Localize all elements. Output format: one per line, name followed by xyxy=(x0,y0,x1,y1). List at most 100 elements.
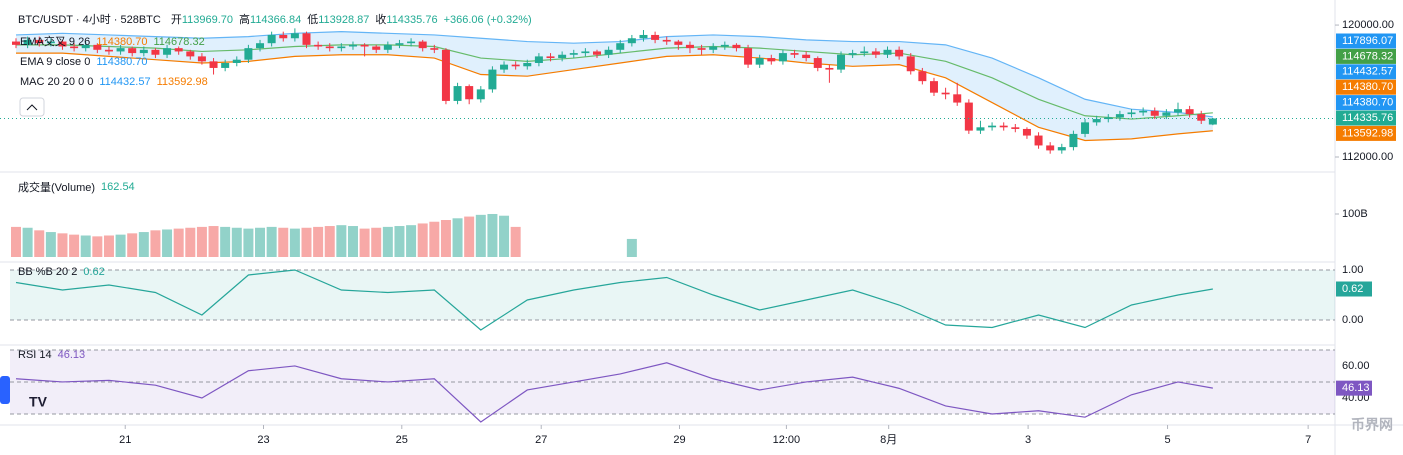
price-badge xyxy=(1336,64,1396,80)
price-change: +366.06 (+0.32%) xyxy=(444,14,532,26)
time-tick-label: 23 xyxy=(257,434,269,446)
ohlc-value: 114366.84 xyxy=(250,14,301,26)
candle-body xyxy=(1139,110,1148,113)
candle-body xyxy=(221,62,230,68)
oscillator-line xyxy=(15,269,1213,331)
price-badge-label: 117896.07 xyxy=(1342,35,1393,47)
volume-bar xyxy=(208,226,219,257)
candle-body xyxy=(988,125,997,128)
osc-tick-label: 1.00 xyxy=(1342,264,1363,276)
candle-body xyxy=(104,49,113,52)
candle-body xyxy=(81,44,90,49)
chart-title: BTC/USDT · 4小时 · 528BTC xyxy=(18,13,161,26)
candle-body xyxy=(651,34,660,40)
candle-body xyxy=(685,44,694,49)
indicator-value: 114380.70 xyxy=(96,56,147,68)
candle-body xyxy=(674,41,683,45)
time-tick-label: 3 xyxy=(1025,434,1031,446)
volume-bar xyxy=(173,228,184,257)
candle-body xyxy=(197,56,206,62)
candle-body xyxy=(581,51,590,54)
overlay-line xyxy=(16,44,1213,120)
candle-body xyxy=(883,49,892,55)
candle-body xyxy=(244,48,253,60)
volume-bar xyxy=(464,216,475,257)
candle-body xyxy=(279,34,288,39)
time-tick-label: 7 xyxy=(1305,434,1311,446)
volume-bar xyxy=(22,227,33,257)
volume-bar xyxy=(313,226,324,257)
candle-body xyxy=(337,46,346,49)
time-tick-label: 21 xyxy=(119,434,131,446)
candle-body xyxy=(1197,114,1206,121)
candle-body xyxy=(23,39,32,45)
candle-body xyxy=(546,56,555,59)
collapse-button[interactable] xyxy=(19,97,45,117)
time-tick-label: 25 xyxy=(396,434,408,446)
time-tick-label: 8月 xyxy=(880,434,897,446)
candle-body xyxy=(1208,118,1217,125)
volume-bar xyxy=(103,235,114,257)
candle-body xyxy=(1115,114,1124,118)
candle-body xyxy=(1011,127,1020,129)
time-tick-label: 5 xyxy=(1164,434,1170,446)
volume-bar xyxy=(278,227,289,257)
volume-bar xyxy=(34,230,45,257)
volume-bar xyxy=(127,233,138,257)
candle-body xyxy=(35,39,44,44)
candle-body xyxy=(848,53,857,55)
volume-bar xyxy=(301,227,312,257)
volume-bar xyxy=(57,233,68,257)
panel-title: BB %B 20 2 xyxy=(18,266,77,278)
candle-body xyxy=(453,86,462,101)
volume-bar xyxy=(626,238,637,257)
candle-body xyxy=(163,48,172,55)
volume-bar xyxy=(371,227,382,257)
volume-bar xyxy=(138,232,149,257)
candle-body xyxy=(1127,112,1136,115)
volume-bar xyxy=(45,232,56,257)
volume-bar xyxy=(359,228,370,257)
candle-body xyxy=(290,33,299,39)
panel-title: RSI 14 xyxy=(18,349,52,361)
panel-value: 162.54 xyxy=(101,181,135,193)
volume-bar xyxy=(429,221,440,257)
candle-body xyxy=(976,127,985,131)
candle-body xyxy=(1185,109,1194,115)
candle-body xyxy=(511,64,520,67)
oscillator-line xyxy=(15,362,1213,423)
volume-bar xyxy=(162,229,173,257)
candle-body xyxy=(407,41,416,44)
price-badge-label: 114380.70 xyxy=(1342,97,1393,109)
price-badge xyxy=(1336,110,1396,126)
candle-body xyxy=(302,33,311,45)
panel-title: 成交量(Volume) xyxy=(18,180,95,194)
candle-body xyxy=(1162,112,1171,116)
oscillator-band xyxy=(10,270,1335,320)
ohlc-name: 低 xyxy=(307,13,318,26)
candle-body xyxy=(697,48,706,50)
watermark: 币界网 xyxy=(1351,417,1393,433)
candle-body xyxy=(895,49,904,57)
candle-body xyxy=(348,44,357,47)
candle-body xyxy=(128,48,137,54)
volume-bar xyxy=(394,226,405,257)
candle-body xyxy=(593,51,601,55)
candle-body xyxy=(569,53,578,55)
candle-body xyxy=(860,51,869,54)
candle-body xyxy=(558,54,567,59)
candle-body xyxy=(662,39,671,42)
tv-logo-mark: TV xyxy=(29,394,48,410)
candle-body xyxy=(929,81,938,93)
candle-body xyxy=(465,86,474,100)
ohlc-name: 高 xyxy=(239,12,250,26)
side-toggle[interactable] xyxy=(0,376,10,404)
candle-body xyxy=(139,49,148,54)
volume-bar xyxy=(452,218,463,257)
candle-body xyxy=(639,34,648,39)
price-badge-label: 114678.32 xyxy=(1342,50,1393,62)
candle-body xyxy=(58,41,67,47)
candle-body xyxy=(1174,109,1182,113)
candle-body xyxy=(267,34,276,44)
